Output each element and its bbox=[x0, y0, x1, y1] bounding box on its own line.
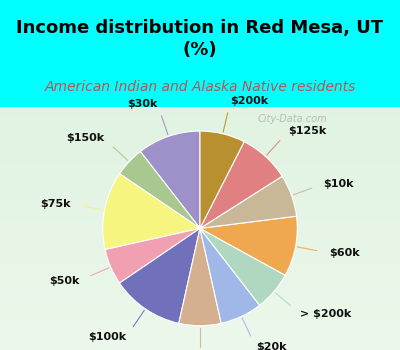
Bar bbox=[0, 204, 400, 212]
Bar bbox=[0, 188, 400, 196]
Bar bbox=[0, 237, 400, 245]
Bar bbox=[0, 342, 400, 350]
Bar bbox=[0, 245, 400, 253]
Wedge shape bbox=[200, 142, 282, 228]
Bar bbox=[0, 309, 400, 317]
Wedge shape bbox=[179, 228, 221, 326]
Text: $125k: $125k bbox=[288, 126, 327, 136]
Bar bbox=[0, 115, 400, 123]
Bar bbox=[0, 220, 400, 228]
Wedge shape bbox=[120, 228, 200, 323]
Bar bbox=[0, 253, 400, 261]
Text: $200k: $200k bbox=[231, 96, 269, 106]
Bar bbox=[0, 155, 400, 163]
Text: $60k: $60k bbox=[329, 248, 360, 258]
Wedge shape bbox=[200, 228, 285, 305]
Wedge shape bbox=[103, 174, 200, 250]
Wedge shape bbox=[105, 228, 200, 283]
Text: $150k: $150k bbox=[66, 133, 104, 143]
Wedge shape bbox=[200, 216, 297, 275]
Bar bbox=[0, 277, 400, 285]
Bar bbox=[0, 326, 400, 334]
Bar bbox=[0, 147, 400, 155]
Text: $20k: $20k bbox=[256, 342, 286, 350]
Text: Income distribution in Red Mesa, UT
(%): Income distribution in Red Mesa, UT (%) bbox=[16, 19, 384, 60]
Text: $30k: $30k bbox=[127, 99, 158, 109]
Wedge shape bbox=[200, 131, 244, 228]
Text: American Indian and Alaska Native residents: American Indian and Alaska Native reside… bbox=[44, 80, 356, 94]
Text: $50k: $50k bbox=[49, 275, 80, 286]
Bar bbox=[0, 139, 400, 147]
Bar bbox=[0, 163, 400, 172]
Text: City-Data.com: City-Data.com bbox=[257, 114, 327, 124]
Bar bbox=[0, 131, 400, 139]
Bar bbox=[0, 261, 400, 269]
Bar bbox=[0, 123, 400, 131]
Bar bbox=[0, 285, 400, 293]
Bar bbox=[0, 228, 400, 237]
Bar bbox=[0, 317, 400, 326]
Text: $100k: $100k bbox=[88, 332, 126, 342]
Bar bbox=[0, 196, 400, 204]
Bar bbox=[0, 107, 400, 115]
Wedge shape bbox=[200, 228, 260, 323]
Wedge shape bbox=[140, 131, 200, 228]
Bar bbox=[0, 269, 400, 277]
Wedge shape bbox=[200, 176, 296, 228]
Bar bbox=[0, 301, 400, 309]
Bar bbox=[0, 334, 400, 342]
Bar bbox=[0, 293, 400, 301]
Text: $75k: $75k bbox=[40, 199, 71, 209]
Bar bbox=[0, 172, 400, 180]
Text: > $200k: > $200k bbox=[300, 309, 351, 319]
Wedge shape bbox=[120, 152, 200, 228]
Bar bbox=[0, 180, 400, 188]
Text: $10k: $10k bbox=[324, 179, 354, 189]
Bar bbox=[0, 212, 400, 220]
